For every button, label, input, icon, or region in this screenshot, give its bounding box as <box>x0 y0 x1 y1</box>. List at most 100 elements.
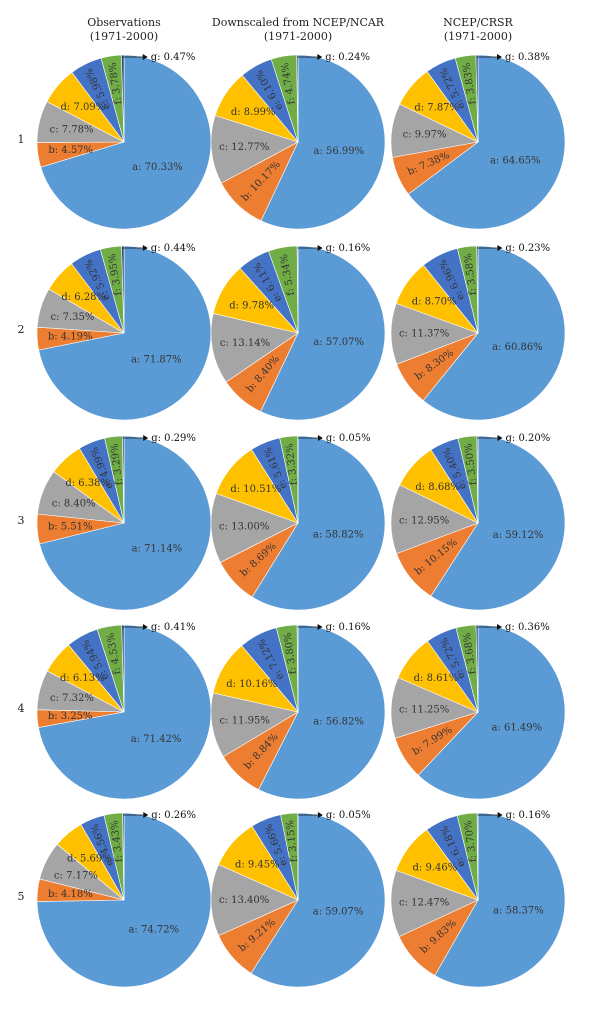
pie-slice-a <box>422 245 566 421</box>
row-labels: 1 2 3 4 5 <box>18 133 25 903</box>
pie-3-1: a: 71.14%b: 5.51%c: 8.40%d: 6.38%e: 4.99… <box>36 433 212 611</box>
slice-label-g: g: 0.44% <box>151 243 196 254</box>
row-label-2: 2 <box>18 323 25 336</box>
slice-label-g: g: 0.47% <box>151 52 196 63</box>
pie-slice-c <box>210 692 299 758</box>
slice-label-c: c: 7.32% <box>50 693 94 704</box>
pie-slice-c <box>210 115 299 184</box>
slice-label-d: d: 9.46% <box>413 863 458 874</box>
slice-label-d: d: 9.78% <box>229 301 274 312</box>
leader-arrow-g <box>497 245 503 251</box>
slice-label-f: f: 3.58% <box>463 253 479 296</box>
slice-label-g: g: 0.16% <box>326 243 371 254</box>
pie-1-1: a: 70.33%b: 4.57%c: 7.78%d: 7.09%e: 5.98… <box>36 52 212 230</box>
pie-2-1: a: 71.87%b: 4.19%c: 7.35%d: 6.28%e: 5.92… <box>36 243 212 421</box>
slice-label-d: d: 6.28% <box>61 292 106 303</box>
leader-arrow-g <box>317 54 323 60</box>
column-title-ncep-crsr: NCEP/CRSR <box>443 16 513 29</box>
slice-label-f: f: 3.29% <box>109 443 125 486</box>
slice-label-d: d: 6.38% <box>65 478 110 489</box>
pie-3-2: a: 58.82%b: 8.69%c: 13.00%d: 10.51%e: 5.… <box>210 433 386 611</box>
pie-slice-a <box>407 54 566 230</box>
leader-arrow-g <box>142 624 148 630</box>
pie-slice-a <box>40 54 212 230</box>
slice-label-g: g: 0.16% <box>506 810 551 821</box>
slice-label-g: g: 0.20% <box>506 433 551 444</box>
pie-slice-g <box>296 624 299 713</box>
column-titles: Observations (1971-2000) Downscaled from… <box>87 16 513 43</box>
slice-label-c: c: 7.35% <box>50 312 94 323</box>
slice-label-a: a: 59.07% <box>313 907 364 918</box>
slice-label-b: b: 5.51% <box>48 522 93 533</box>
slice-label-g: g: 0.41% <box>151 622 196 633</box>
row-label-3: 3 <box>18 514 25 527</box>
pie-slice-c <box>210 313 299 383</box>
pie-slice-g <box>476 812 479 901</box>
slice-label-c: c: 12.77% <box>219 142 269 153</box>
slice-label-g: g: 0.29% <box>151 433 196 444</box>
row-label-5: 5 <box>18 890 25 903</box>
slice-label-c: c: 11.37% <box>399 329 449 340</box>
slice-label-d: d: 8.99% <box>231 107 276 118</box>
leader-arrow-g <box>317 812 323 818</box>
slice-label-a: a: 71.14% <box>132 544 183 555</box>
pie-slice-a <box>38 624 212 800</box>
slice-label-c: c: 7.17% <box>54 871 98 882</box>
slice-label-g: g: 0.38% <box>505 52 550 63</box>
pie-1-3: a: 64.65%b: 7.38%c: 9.97%d: 7.87%e: 5.72… <box>390 52 566 230</box>
slice-label-d: d: 8.68% <box>415 482 460 493</box>
slice-label-g: g: 0.05% <box>326 433 371 444</box>
leader-arrow-g <box>317 624 323 630</box>
pie-slice-g <box>121 245 125 334</box>
pie-slice-g <box>121 54 125 143</box>
slice-label-f: f: 3.32% <box>284 443 299 486</box>
pie-slice-c <box>210 493 299 563</box>
pie-slice-g <box>296 245 299 334</box>
pie-slice-a <box>434 812 566 988</box>
slice-label-a: a: 59.12% <box>493 530 544 541</box>
leader-arrow-g <box>142 245 148 251</box>
column-period-observations: (1971-2000) <box>90 30 158 43</box>
pie-4-1: a: 71.42%b: 3.25%c: 7.32%d: 6.13%e: 5.94… <box>36 622 212 800</box>
pie-4-3: a: 61.49%b: 7.99%c: 11.25%d: 8.61%e: 5.7… <box>390 622 566 800</box>
leader-arrow-g <box>497 812 503 818</box>
slice-label-c: c: 9.97% <box>403 130 447 141</box>
slice-label-d: d: 10.51% <box>230 484 281 495</box>
column-title-observations: Observations <box>87 16 161 29</box>
pies: a: 70.33%b: 4.57%c: 7.78%d: 7.09%e: 5.98… <box>36 52 566 988</box>
leader-arrow-g <box>142 54 148 60</box>
pie-3-3: a: 59.12%b: 10.15%c: 12.95%d: 8.68%e: 5.… <box>390 433 566 611</box>
slice-label-b: b: 4.18% <box>48 889 93 900</box>
pie-slice-g <box>475 54 479 143</box>
pie-4-2: a: 56.82%b: 8.84%c: 11.95%d: 10.16%e: 7.… <box>210 622 386 800</box>
slice-label-b: b: 4.19% <box>48 332 93 343</box>
pie-1-2: a: 56.99%b: 10.17%c: 12.77%d: 8.99%e: 6.… <box>210 52 386 230</box>
leader-arrow-g <box>497 624 502 630</box>
pie-slice-g <box>475 624 479 713</box>
slice-label-c: c: 12.95% <box>399 516 449 527</box>
pie-2-2: a: 57.07%b: 8.40%c: 13.14%d: 9.78%e: 6.1… <box>210 243 386 421</box>
slice-label-c: c: 13.00% <box>219 521 269 532</box>
slice-label-f: f: 3.80% <box>283 632 299 675</box>
slice-label-a: a: 56.82% <box>313 717 364 728</box>
slice-label-a: a: 58.37% <box>493 906 544 917</box>
pie-slice-a <box>430 435 566 611</box>
pie-slice-c <box>210 864 299 937</box>
slice-label-c: c: 11.95% <box>220 716 270 727</box>
slice-label-a: a: 64.65% <box>490 156 541 167</box>
row-label-4: 4 <box>18 702 25 715</box>
slice-label-b: b: 4.57% <box>48 145 93 156</box>
pie-slice-a <box>260 54 386 230</box>
slice-label-d: d: 7.87% <box>414 102 459 113</box>
slice-label-c: c: 12.47% <box>399 897 449 908</box>
slice-label-d: d: 5.69% <box>67 854 112 865</box>
slice-label-a: a: 74.72% <box>128 924 179 935</box>
pie-slice-a <box>417 624 566 800</box>
pie-5-2: a: 59.07%b: 9.21%c: 13.40%d: 9.45%e: 5.6… <box>210 810 386 988</box>
pie-slice-c <box>390 869 479 938</box>
leader-arrow-g <box>143 435 149 441</box>
slice-label-d: d: 9.45% <box>235 860 280 871</box>
slice-label-d: d: 10.16% <box>226 679 277 690</box>
slice-label-f: f: 3.70% <box>463 820 479 863</box>
